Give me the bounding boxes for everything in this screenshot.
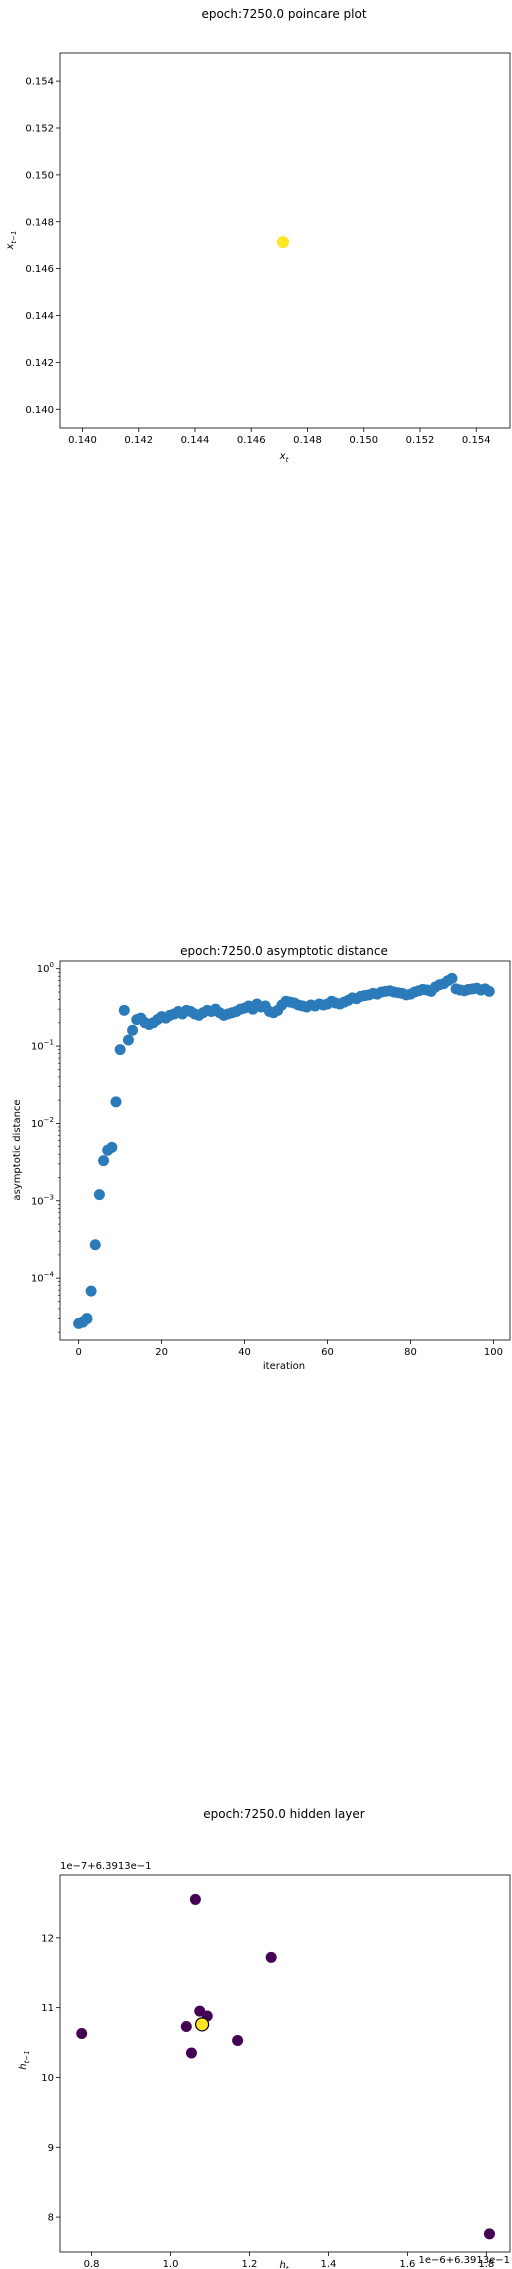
chart2-point (114, 1044, 126, 1056)
chart2-xlabel: iteration (263, 1361, 305, 1372)
chart2-point (89, 1239, 101, 1251)
chart3-y-offset-label: 1e−7+6.3913e−1 (60, 1861, 152, 1872)
chart1-ytick-label: 0.154 (25, 77, 54, 88)
chart1-xtick-label: 0.150 (349, 435, 378, 446)
chart2-title: epoch:7250.0 asymptotic distance (180, 944, 388, 958)
chart3-ytick-label: 9 (48, 2143, 54, 2154)
chart1-ytick-label: 0.148 (25, 217, 54, 228)
chart3-xlabel: ht (279, 2260, 288, 2269)
chart1-xtick-label: 0.146 (237, 435, 266, 446)
chart1-ylabel: xt−1 (5, 231, 18, 251)
chart2-xtick-label: 40 (238, 1347, 251, 1358)
chart3-plot-frame (59, 1874, 511, 2253)
chart3-xtick-label: 1.8 (478, 2259, 494, 2269)
chart3-point (185, 2047, 197, 2059)
chart3-ylabel-text: ht−1 (18, 2050, 31, 2069)
chart3-x-offset-label: 1e−6+6.3913e−1 (418, 2255, 510, 2266)
chart3-xtick-label: 1.4 (320, 2259, 336, 2269)
chart2-ytick-label: 10−4 (31, 1271, 55, 1285)
chart3-ytick-label: 8 (48, 2213, 54, 2224)
chart3-xtick-label: 1.0 (163, 2259, 179, 2269)
chart2-point (98, 1155, 110, 1167)
chart2-ytick-label: 10−3 (31, 1193, 54, 1207)
chart1-xtick-label: 0.144 (181, 435, 210, 446)
chart1-xlabel: xt (279, 451, 289, 464)
chart3-point (180, 2020, 192, 2032)
chart2-point (446, 972, 458, 984)
chart1-title: epoch:7250.0 poincare plot (201, 7, 366, 21)
chart3-point (189, 1893, 201, 1905)
chart2-plot-frame (59, 960, 511, 1341)
chart1-xlabel-text: xt (279, 451, 289, 464)
chart1-ytick-label: 0.146 (25, 264, 54, 275)
chart2-point (122, 1034, 134, 1046)
chart1-xtick-label: 0.152 (406, 435, 435, 446)
chart2-xtick-label: 60 (321, 1347, 334, 1358)
chart3-point-highlight (195, 2017, 210, 2032)
chart2-point (483, 985, 495, 997)
chart3-xtick-label: 1.6 (399, 2259, 415, 2269)
chart3-ytick-label: 12 (41, 1933, 54, 1944)
chart2-point (85, 1285, 97, 1297)
chart2-point (106, 1141, 118, 1153)
chart1-ytick-label: 0.152 (25, 124, 54, 135)
chart2-ytick-label: 10−1 (31, 1039, 54, 1053)
chart2-ytick-label: 100 (37, 961, 54, 975)
chart2-xtick-label: 80 (404, 1347, 417, 1358)
chart1-xtick-label: 0.148 (293, 435, 322, 446)
chart2-point (110, 1096, 122, 1108)
chart3-point (483, 2228, 495, 2240)
chart3-xlabel-text: ht (279, 2260, 288, 2269)
chart2-point (127, 1024, 139, 1036)
chart1-xtick-label: 0.142 (124, 435, 153, 446)
chart1-xtick-label: 0.154 (462, 435, 491, 446)
chart2-point (93, 1189, 105, 1201)
chart3-point (76, 2027, 88, 2039)
chart1-xtick-label: 0.140 (68, 435, 97, 446)
chart3-ytick-label: 11 (41, 2003, 54, 2014)
chart3-xtick-label: 0.8 (84, 2259, 100, 2269)
chart3-ylabel: ht−1 (18, 2050, 31, 2069)
chart1-ytick-label: 0.142 (25, 358, 54, 369)
chart1-ytick-label: 0.150 (25, 170, 54, 181)
chart1-point (277, 236, 290, 249)
chart3-ytick-label: 10 (41, 2073, 54, 2084)
chart2-point (118, 1004, 130, 1016)
chart3-point (265, 1951, 277, 1963)
chart2-xtick-label: 0 (75, 1347, 81, 1358)
chart1-ytick-label: 0.140 (25, 405, 54, 416)
chart2-xtick-label: 20 (155, 1347, 168, 1358)
chart1-plot-frame (59, 52, 511, 429)
chart2-ytick-label: 10−2 (31, 1116, 54, 1130)
chart1-ylabel-text: xt−1 (5, 231, 18, 251)
chart1-ytick-label: 0.144 (25, 311, 54, 322)
chart3-xtick-label: 1.2 (242, 2259, 258, 2269)
chart2-point (81, 1313, 93, 1325)
chart2-xtick-label: 100 (484, 1347, 503, 1358)
chart3-title: epoch:7250.0 hidden layer (203, 1807, 365, 1821)
chart2-ylabel: asymptotic distance (12, 1099, 23, 1200)
chart3-point (232, 2034, 244, 2046)
